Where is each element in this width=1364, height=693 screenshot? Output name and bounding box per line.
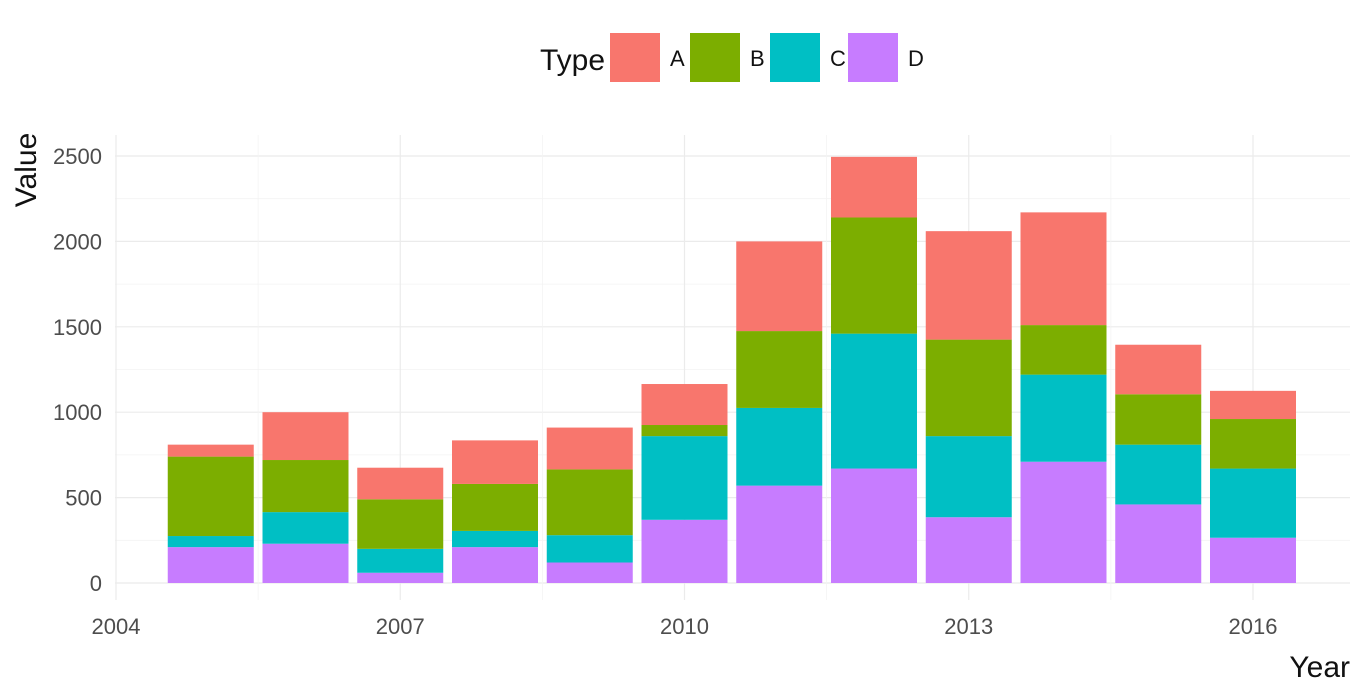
bar-segment-d-2014 bbox=[1020, 461, 1107, 583]
y-tick-label: 0 bbox=[90, 571, 102, 596]
y-tick-label: 500 bbox=[65, 486, 102, 511]
legend-key-a bbox=[610, 33, 660, 82]
bar-segment-c-2013 bbox=[925, 436, 1012, 518]
bar-segment-b-2005 bbox=[167, 456, 254, 537]
legend-label-d: D bbox=[908, 46, 924, 71]
bar-segment-b-2013 bbox=[925, 339, 1012, 437]
y-tick-label: 1000 bbox=[53, 400, 102, 425]
bar-segment-d-2015 bbox=[1115, 504, 1202, 583]
bar-segment-b-2014 bbox=[1020, 325, 1107, 375]
y-axis-title: Value bbox=[10, 133, 43, 208]
y-tick-label: 2500 bbox=[53, 144, 102, 169]
y-axis-tick-labels: 0 500 1000 1500 2000 2500 bbox=[53, 144, 102, 596]
bar-segment-c-2008 bbox=[452, 530, 538, 548]
bar-segment-a-2007 bbox=[357, 467, 444, 500]
y-tick-label: 1500 bbox=[53, 315, 102, 340]
bar-segment-c-2010 bbox=[641, 436, 728, 520]
bar-segment-c-2012 bbox=[831, 333, 917, 469]
bar-segment-c-2014 bbox=[1020, 374, 1107, 462]
legend-key-c bbox=[770, 33, 820, 82]
bar-segment-d-2010 bbox=[641, 519, 728, 583]
bar-segment-a-2005 bbox=[167, 444, 254, 457]
bar-segment-d-2007 bbox=[357, 572, 444, 583]
bar-segment-b-2016 bbox=[1210, 419, 1296, 469]
bar-segment-d-2011 bbox=[736, 485, 823, 583]
bar-segment-a-2010 bbox=[641, 384, 728, 426]
legend-title: Type bbox=[540, 44, 605, 77]
bar-segment-a-2013 bbox=[925, 231, 1012, 340]
bar-segment-b-2007 bbox=[357, 499, 444, 549]
bar-segment-c-2006 bbox=[262, 512, 349, 544]
bar-segment-d-2009 bbox=[546, 562, 633, 583]
bar-segment-d-2016 bbox=[1210, 537, 1296, 583]
legend-key-b bbox=[690, 33, 740, 82]
bar-segment-d-2006 bbox=[262, 543, 349, 583]
bar-segment-b-2011 bbox=[736, 331, 823, 408]
bar-segment-b-2008 bbox=[452, 483, 538, 531]
bar-segment-a-2012 bbox=[831, 156, 917, 218]
bar-segment-d-2008 bbox=[452, 547, 538, 583]
x-tick-label: 2007 bbox=[376, 614, 425, 639]
x-axis-tick-labels: 2004 2007 2010 2013 2016 bbox=[92, 614, 1278, 639]
bar-segment-c-2007 bbox=[357, 548, 444, 573]
bars bbox=[167, 156, 1296, 583]
bar-segment-c-2015 bbox=[1115, 444, 1202, 505]
legend-label-a: A bbox=[670, 46, 685, 71]
x-tick-label: 2016 bbox=[1229, 614, 1278, 639]
x-tick-label: 2004 bbox=[92, 614, 141, 639]
bar-segment-d-2013 bbox=[925, 517, 1012, 583]
legend: Type A B C D bbox=[540, 33, 924, 82]
bar-segment-b-2012 bbox=[831, 217, 917, 334]
legend-key-d bbox=[848, 33, 898, 82]
bar-segment-a-2011 bbox=[736, 241, 823, 332]
bar-segment-a-2014 bbox=[1020, 212, 1107, 326]
x-tick-label: 2013 bbox=[944, 614, 993, 639]
legend-label-b: B bbox=[750, 46, 765, 71]
bar-segment-a-2016 bbox=[1210, 390, 1296, 420]
bar-segment-b-2015 bbox=[1115, 394, 1202, 445]
bar-segment-a-2006 bbox=[262, 412, 349, 461]
bar-segment-c-2016 bbox=[1210, 468, 1296, 538]
x-axis-title: Year bbox=[1289, 651, 1350, 684]
bar-segment-c-2005 bbox=[167, 536, 254, 548]
bar-segment-a-2008 bbox=[452, 440, 538, 484]
bar-segment-a-2015 bbox=[1115, 344, 1202, 395]
bar-segment-c-2011 bbox=[736, 407, 823, 486]
bar-segment-b-2010 bbox=[641, 425, 728, 437]
bar-segment-b-2006 bbox=[262, 460, 349, 513]
bar-segment-c-2009 bbox=[546, 535, 633, 563]
bar-segment-d-2012 bbox=[831, 468, 917, 583]
y-tick-label: 2000 bbox=[53, 229, 102, 254]
legend-label-c: C bbox=[830, 46, 846, 71]
bar-segment-d-2005 bbox=[167, 547, 254, 583]
bar-segment-b-2009 bbox=[546, 469, 633, 536]
bar-segment-a-2009 bbox=[546, 427, 633, 470]
x-tick-label: 2010 bbox=[660, 614, 709, 639]
